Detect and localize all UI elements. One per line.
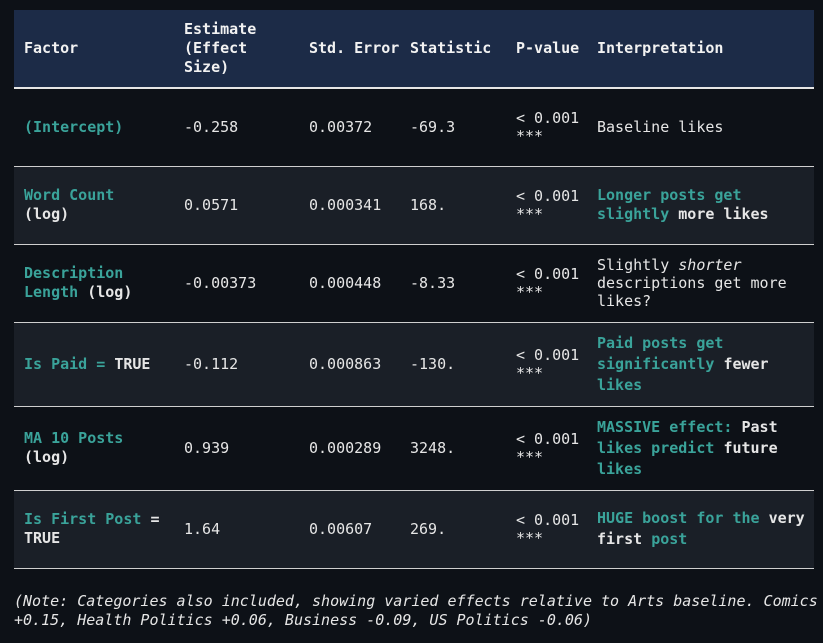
- interpretation: Longer posts get slightly more likes: [587, 166, 814, 245]
- std-error: 0.000341: [299, 166, 400, 245]
- interpretation-text: Slightly: [597, 256, 670, 274]
- header-cell: Statistic: [400, 10, 506, 89]
- factor: (Intercept): [24, 117, 124, 136]
- interpretation-text: very first: [597, 509, 805, 548]
- header-cell: Interpretation: [587, 10, 814, 89]
- statistic: 168.: [400, 166, 506, 245]
- factor-cell: Is Paid = TRUE: [14, 322, 174, 407]
- statistic: -8.33: [400, 244, 506, 323]
- header-cell: P-value: [506, 10, 587, 89]
- interpretation-text: likes: [597, 375, 643, 394]
- interpretation: Baseline likes: [587, 88, 814, 167]
- factor: Description Length: [24, 264, 124, 301]
- row: MA 10 Posts (log) 0.939 0.000289 3248. <…: [14, 406, 814, 491]
- p-value: < 0.001 ***: [506, 166, 587, 245]
- estimate: 0.0571: [174, 166, 299, 245]
- row: Word Count (log) 0.0571 0.000341 168. < …: [14, 166, 814, 245]
- factor: (log): [24, 448, 70, 466]
- estimate: 0.939: [174, 406, 299, 491]
- interpretation-text: Baseline likes: [597, 117, 724, 136]
- factor: MA 10 Posts: [24, 429, 124, 447]
- factor: TRUE: [114, 354, 151, 373]
- interpretation: MASSIVE effect: Past likes predict futur…: [587, 406, 814, 491]
- interpretation-text: likes predict: [597, 438, 715, 457]
- std-error: 0.000289: [299, 406, 400, 491]
- p-value: < 0.001 ***: [506, 406, 587, 491]
- factor-cell: Is First Post = TRUE: [14, 490, 174, 569]
- interpretation-text: MASSIVE effect:: [597, 417, 733, 436]
- factor: = TRUE: [24, 510, 160, 547]
- std-error: 0.000448: [299, 244, 400, 323]
- header-cell: Factor: [14, 10, 174, 89]
- std-error: 0.00607: [299, 490, 400, 569]
- p-value: < 0.001 ***: [506, 322, 587, 407]
- interpretation: HUGE boost for the very first post: [587, 490, 814, 569]
- header-cell: Estimate (Effect Size): [174, 10, 299, 89]
- interpretation-text: Paid posts get significantly: [597, 333, 724, 373]
- statistic: 3248.: [400, 406, 506, 491]
- note: (Note: Categories also included, showing…: [14, 592, 818, 629]
- factor: Word Count: [24, 186, 115, 204]
- interpretation-text: Longer posts get slightly: [597, 186, 742, 223]
- row: Description Length (log) -0.00373 0.0004…: [14, 244, 814, 323]
- factor-cell: Word Count (log): [14, 166, 174, 245]
- interpretation-text: fewer: [723, 354, 769, 373]
- factor: (log): [87, 283, 133, 301]
- factor: (log): [24, 205, 70, 223]
- estimate: 1.64: [174, 490, 299, 569]
- factor: Is First Post: [24, 510, 142, 528]
- interpretation-text: descriptions get more likes?: [597, 274, 787, 310]
- interpretation-text: likes: [597, 459, 643, 478]
- interpretation-text: HUGE boost for the: [597, 509, 760, 527]
- row: (Intercept) -0.258 0.00372 -69.3 < 0.001…: [14, 88, 814, 167]
- statistic: 269.: [400, 490, 506, 569]
- p-value: < 0.001 ***: [506, 490, 587, 569]
- header-row: Factor Estimate (Effect Size) Std. Error…: [14, 10, 814, 89]
- interpretation-text: post: [651, 530, 688, 548]
- interpretation-text: more likes: [678, 205, 769, 223]
- interpretation-text: shorter: [678, 256, 742, 274]
- estimate: -0.112: [174, 322, 299, 407]
- row: Is Paid = TRUE -0.112 0.000863 -130. < 0…: [14, 322, 814, 407]
- coefficients-table: Factor Estimate (Effect Size) Std. Error…: [14, 10, 814, 569]
- interpretation-text: Past: [741, 417, 778, 436]
- interpretation-text: future: [723, 438, 778, 457]
- estimate: -0.00373: [174, 244, 299, 323]
- factor-cell: (Intercept): [14, 88, 174, 167]
- factor: Is Paid =: [24, 354, 106, 373]
- std-error: 0.00372: [299, 88, 400, 167]
- factor-cell: Description Length (log): [14, 244, 174, 323]
- interpretation: Paid posts get significantly fewer likes: [587, 322, 814, 407]
- statistic: -69.3: [400, 88, 506, 167]
- std-error: 0.000863: [299, 322, 400, 407]
- header-cell: Std. Error: [299, 10, 400, 89]
- estimate: -0.258: [174, 88, 299, 167]
- row: Is First Post = TRUE 1.64 0.00607 269. <…: [14, 490, 814, 569]
- p-value: < 0.001 ***: [506, 88, 587, 167]
- interpretation: Slightly shorter descriptions get more l…: [587, 244, 814, 323]
- p-value: < 0.001 ***: [506, 244, 587, 323]
- statistic: -130.: [400, 322, 506, 407]
- factor-cell: MA 10 Posts (log): [14, 406, 174, 491]
